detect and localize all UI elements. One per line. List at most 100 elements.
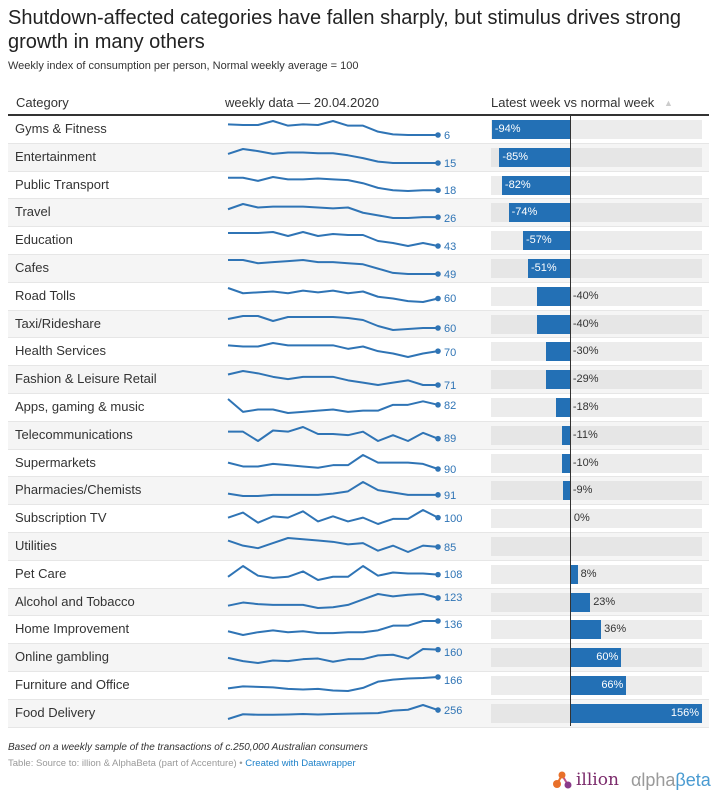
change-label: 156%: [670, 706, 699, 719]
datawrapper-link[interactable]: Created with Datawrapper: [245, 758, 356, 769]
table-row: Road Tolls 60 -40%: [8, 283, 709, 311]
sparkline-path: [227, 703, 439, 720]
alphabeta-logo-alpha: αlpha: [630, 769, 676, 790]
category-label: Gyms & Fitness: [15, 121, 107, 136]
sparkline-path: [227, 370, 438, 387]
sparkline-path: [227, 203, 438, 220]
sparkline-end-dot: [435, 435, 441, 442]
change-bar: [563, 481, 571, 501]
latest-index-value: 91: [444, 490, 457, 503]
sparkline-end-dot: [435, 571, 441, 578]
sparkline: [227, 703, 441, 720]
sparkline-path: [227, 648, 439, 665]
change-bar: [555, 397, 571, 417]
sparkline-path: [227, 509, 439, 526]
change-bar: [491, 120, 571, 139]
change-bar: [570, 648, 622, 668]
change-bar: [570, 620, 602, 640]
sparkline: [227, 481, 441, 498]
table-row: Public Transport 18 -82%: [8, 172, 709, 200]
latest-index-value: 89: [444, 433, 457, 446]
table-row: Furniture and Office 166 66%: [8, 672, 709, 700]
change-label: 23%: [593, 595, 616, 608]
change-label: -94%: [494, 123, 521, 135]
latest-index-value: 26: [444, 212, 457, 225]
latest-index-value: 90: [444, 463, 457, 476]
illion-molecule-icon: [553, 771, 572, 789]
table-row: Taxi/Rideshare 60 -40%: [8, 310, 709, 339]
sparkline-path: [227, 564, 439, 581]
latest-index-value: 160: [444, 647, 463, 660]
sparkline-path: [227, 314, 438, 331]
sparkline: [227, 674, 441, 692]
category-label: Home Improvement: [15, 621, 130, 637]
column-header-category[interactable]: Category: [16, 95, 69, 110]
change-label: -57%: [525, 234, 552, 247]
change-label: -74%: [511, 206, 538, 219]
sparkline: [228, 425, 441, 442]
latest-index-value: 166: [444, 674, 463, 687]
latest-index-value: 49: [444, 268, 457, 281]
table-row: Cafes 49 -51%: [8, 254, 709, 283]
chart-title: Shutdown-affected categories have fallen…: [8, 7, 681, 53]
bar-track: [491, 592, 702, 612]
category-label: Furniture and Office: [15, 676, 130, 692]
table-row: Entertainment 15 -85%: [8, 143, 709, 172]
bar-track: [491, 564, 702, 584]
table-row: Gyms & Fitness 6 -94%: [8, 116, 709, 144]
category-label: Alcohol and Tobacco: [15, 593, 135, 609]
change-label: -40%: [572, 289, 599, 302]
bar-track: [491, 509, 702, 529]
sparkline-end-dot: [435, 646, 441, 653]
category-label: Supermarkets: [15, 454, 96, 470]
sparkline: [228, 175, 441, 193]
latest-index-value: 256: [444, 704, 463, 717]
category-label: Education: [15, 232, 73, 248]
change-label: -9%: [572, 484, 593, 497]
sparkline-path: [227, 398, 439, 414]
sparkline-end-dot: [435, 324, 441, 331]
latest-index-value: 71: [444, 380, 457, 393]
column-header-weekly-data[interactable]: weekly data — 20.04.2020: [225, 95, 379, 110]
sparkline: [227, 646, 441, 665]
category-label: Apps, gaming & music: [15, 398, 145, 414]
sparkline: [227, 147, 441, 166]
sort-ascending-icon[interactable]: ▲: [664, 98, 673, 108]
bar-track: [491, 425, 702, 445]
change-label: -51%: [530, 261, 557, 274]
sparkline-end-dot: [435, 159, 441, 166]
latest-index-value: 136: [444, 619, 463, 632]
table-row: Apps, gaming & music 82 -18%: [8, 394, 709, 422]
change-bar: [570, 675, 627, 695]
category-label: Entertainment: [15, 148, 96, 164]
sparkline-path: [227, 620, 438, 637]
bar-zero-axis: [570, 116, 571, 726]
sparkline-path: [228, 425, 439, 442]
change-label: -30%: [572, 345, 599, 358]
change-label: 8%: [580, 567, 597, 580]
sparkline-end-dot: [435, 382, 441, 388]
category-label: Cafes: [15, 259, 49, 275]
sparkline-path: [227, 147, 438, 164]
change-bar: [501, 175, 571, 195]
change-label: -18%: [572, 400, 599, 413]
bar-track: [491, 342, 702, 362]
sparkline-path: [227, 592, 439, 609]
column-header-latest-week[interactable]: Latest week vs normal week: [491, 95, 655, 110]
change-bar: [527, 258, 571, 278]
sparkline-path: [227, 536, 439, 553]
sparkline-path: [228, 258, 438, 275]
change-bar: [499, 147, 571, 167]
category-label: Utilities: [15, 537, 57, 553]
latest-index-value: 82: [444, 399, 457, 412]
table-row: Alcohol and Tobacco 123 23%: [8, 588, 709, 617]
sparkline-end-dot: [435, 271, 441, 277]
sparkline: [227, 203, 441, 221]
sparkline-end-dot: [435, 492, 441, 498]
latest-index-value: 6: [444, 130, 451, 142]
footnote: Based on a weekly sample of the transact…: [8, 742, 368, 753]
change-label: 60%: [596, 651, 619, 664]
latest-index-value: 18: [444, 184, 457, 197]
table-row: Health Services 70 -30%: [8, 338, 709, 367]
category-label: Pharmacies/Chemists: [15, 482, 142, 498]
